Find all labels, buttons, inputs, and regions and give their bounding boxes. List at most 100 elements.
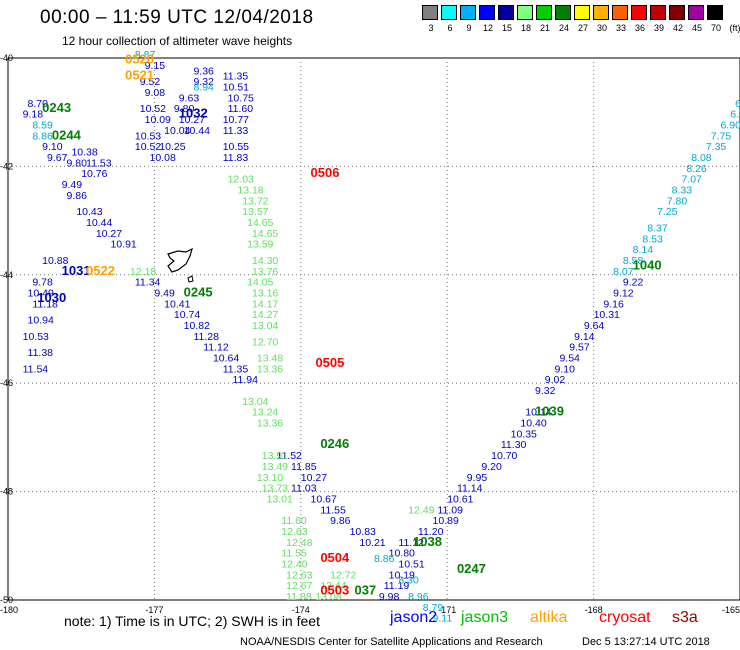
wave-height-value: 9.67 (47, 152, 68, 164)
wave-height-value: 10.19 (389, 569, 415, 581)
wave-height-value: 13.91 (262, 450, 288, 462)
wave-height-value: 11.12 (203, 342, 229, 354)
wave-height-value: 11.03 (291, 483, 317, 495)
wave-height-value: 13.73 (262, 483, 288, 495)
wave-height-value: 12.40 (281, 558, 307, 570)
wave-height-value: 14.27 (252, 309, 278, 321)
wave-height-value: 12.48 (286, 537, 312, 549)
pass-time-label: 0520 (125, 51, 154, 66)
colorbar-label: 36 (634, 23, 645, 33)
wave-height-value: 12.70 (252, 336, 278, 348)
colorbar-swatch (593, 5, 609, 20)
wave-height-value: 11.85 (291, 461, 317, 473)
wave-height-value: 10.55 (223, 141, 249, 153)
wave-height-value: 11.88 (286, 591, 312, 603)
wave-height-value: 10.76 (81, 168, 107, 180)
wave-height-value: 9.64 (584, 320, 605, 332)
wave-height-value: 9.02 (545, 374, 566, 386)
wave-height-value: 9.36 (193, 65, 214, 77)
wave-height-value: 11.53 (86, 157, 112, 169)
wave-height-value: 8.33 (672, 185, 693, 197)
wave-height-value: 10.77 (223, 114, 249, 126)
wave-height-value: 13.24 (252, 407, 278, 419)
colorbar-swatch (422, 5, 438, 20)
wave-height-value: 8.26 (686, 163, 707, 175)
wave-height-value: 10.70 (491, 450, 517, 462)
wave-height-value: 9.22 (623, 277, 644, 289)
pass-time-label: 0245 (184, 284, 213, 299)
colorbar-swatch (574, 5, 590, 20)
wave-height-value: 11.19 (384, 580, 410, 592)
wave-height-value: 9.80 (174, 103, 195, 115)
wave-height-value: 6.46 (735, 98, 740, 110)
wave-height-value: 9.11 (433, 613, 453, 625)
wave-height-value: 8.37 (647, 222, 668, 234)
wave-height-value: 9.52 (140, 76, 161, 88)
colorbar-label: 9 (466, 23, 472, 33)
pass-time-label: 1038 (413, 534, 442, 549)
satellite-label-jason3: jason3 (461, 609, 509, 626)
wave-height-value: 11.30 (501, 439, 527, 451)
wave-height-value: 9.15 (145, 60, 166, 72)
colorbar-label: 39 (653, 23, 664, 33)
wave-height-value: 11.60 (281, 515, 307, 527)
colorbar-label: 45 (691, 23, 702, 33)
wave-height-value: 8.87 (135, 49, 156, 61)
wave-height-value: 10.04 (164, 125, 190, 137)
wave-height-value: 10.14 (525, 407, 551, 419)
credit-text: NOAA/NESDIS Center for Satellite Applica… (240, 636, 543, 648)
wave-height-value: 13.36 (257, 363, 283, 375)
wave-height-value: 11.09 (437, 504, 463, 516)
wave-height-value: 10.08 (150, 152, 176, 164)
wave-height-value: 14.65 (252, 228, 278, 240)
wave-height-value: 9.86 (330, 515, 351, 527)
wave-height-value: 9.10 (42, 141, 63, 153)
wave-height-value: 11.55 (281, 548, 307, 560)
satellite-label-altika: altika (530, 609, 568, 626)
pass-time-label: 0246 (320, 436, 349, 451)
wave-height-value: 9.20 (481, 461, 502, 473)
page-subtitle: 12 hour collection of altimeter wave hei… (62, 34, 293, 48)
wave-height-value: 13.36 (257, 418, 283, 430)
lat-tick-label: -46 (0, 378, 13, 388)
wave-height-value: 8.79 (423, 602, 444, 614)
lat-tick-label: -48 (0, 487, 13, 497)
wave-height-value: 9.08 (145, 87, 166, 99)
colorbar-label: 12 (482, 23, 493, 33)
wave-height-value: 9.80 (67, 157, 88, 169)
islet-outline (187, 275, 194, 283)
pass-time-label: 0503 (320, 583, 349, 598)
wave-height-value: 8.59 (32, 119, 53, 131)
wave-height-value: 8.86 (32, 130, 53, 142)
pass-time-label: 0521 (125, 68, 154, 83)
colorbar-label: 27 (577, 23, 588, 33)
wave-height-value: 9.16 (603, 298, 624, 310)
wave-height-value: 8.70 (28, 98, 49, 110)
colorbar-label: 30 (596, 23, 607, 33)
wave-height-value: 12.03 (228, 174, 254, 186)
wave-height-value: 12.63 (281, 526, 307, 538)
wave-height-value: 13.01 (267, 493, 293, 505)
pass-time-label: 037 (354, 583, 376, 598)
wave-height-value: 11.35 (223, 363, 249, 375)
colorbar-swatch (517, 5, 533, 20)
wave-height-value: 10.61 (447, 493, 473, 505)
colorbar-swatch (650, 5, 666, 20)
wave-height-value: 10.35 (511, 428, 537, 440)
colorbar-swatch (498, 5, 514, 20)
wave-height-value: 12.67 (286, 580, 312, 592)
wave-height-value: 13.49 (262, 461, 288, 473)
wave-height-value: 9.32 (535, 385, 556, 397)
wave-height-value: 11.94 (232, 374, 258, 386)
wave-height-value: 10.64 (213, 353, 239, 365)
wave-height-value: 13.04 (252, 320, 278, 332)
wave-height-value: 11.12 (398, 537, 424, 549)
pass-time-label: 0505 (315, 355, 344, 370)
wave-height-value: 13.48 (257, 353, 283, 365)
pass-time-label: 0243 (42, 100, 71, 115)
wave-height-value: 8.14 (633, 244, 654, 256)
wave-height-value: 11.35 (223, 71, 249, 83)
wave-height-value: 12.49 (408, 504, 434, 516)
wave-height-value: 10.09 (145, 114, 171, 126)
wave-height-value: 10.83 (350, 526, 376, 538)
